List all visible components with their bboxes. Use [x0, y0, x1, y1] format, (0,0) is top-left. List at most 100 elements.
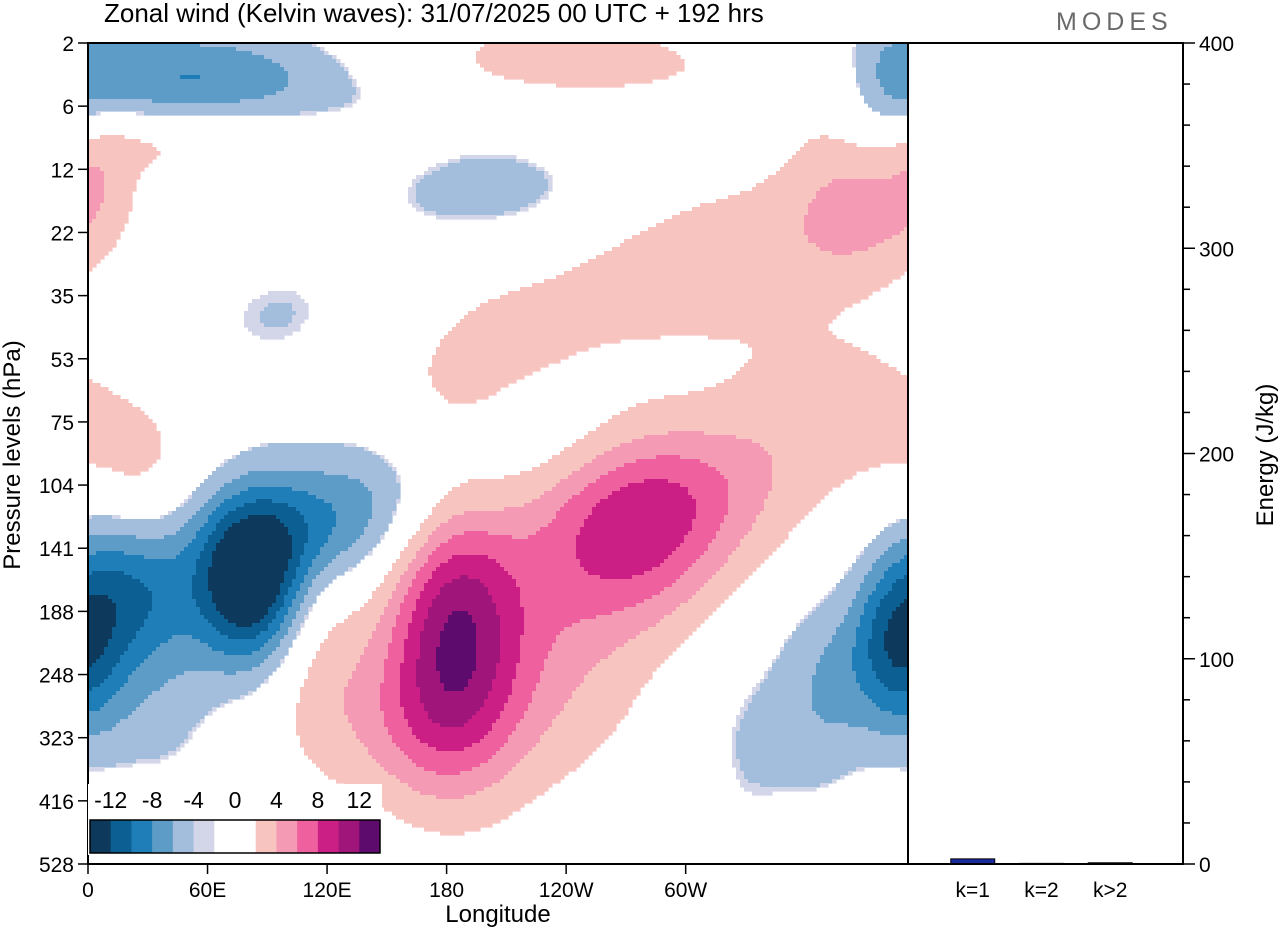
heatmap-cell [836, 243, 841, 248]
heatmap-cell [860, 283, 865, 288]
heatmap-cell [620, 275, 625, 280]
heatmap-cell [276, 71, 281, 76]
heatmap-cell [824, 199, 829, 204]
heatmap-cell [316, 75, 321, 80]
heatmap-cell [640, 247, 645, 252]
heatmap-cell [876, 107, 881, 112]
heatmap-cell [788, 255, 793, 260]
heatmap-cell [656, 75, 661, 80]
heatmap-cell [800, 287, 805, 292]
heatmap-cell [140, 111, 145, 116]
heatmap-cell [788, 163, 793, 168]
heatmap-cell [884, 231, 889, 236]
heatmap-cell [136, 99, 141, 104]
heatmap-cell [716, 243, 721, 248]
heatmap-cell [860, 291, 865, 296]
heatmap-cell [836, 215, 841, 220]
heatmap-cell [784, 279, 789, 284]
heatmap-cell [284, 63, 289, 68]
heatmap-cell [852, 59, 857, 64]
heatmap-cell [804, 175, 809, 180]
heatmap-cell [720, 267, 725, 272]
heatmap-cell [116, 143, 121, 148]
heatmap-cell [900, 215, 905, 220]
heatmap-cell [760, 207, 765, 212]
heatmap-cell [196, 111, 201, 116]
heatmap-cell [724, 223, 729, 228]
heatmap-cell [792, 175, 797, 180]
heatmap-cell [128, 143, 133, 148]
heatmap-cell [640, 291, 645, 296]
heatmap-cell [532, 163, 537, 168]
heatmap-cell [172, 47, 177, 52]
heatmap-cell [176, 55, 181, 60]
heatmap-cell [652, 71, 657, 76]
heatmap-cell [872, 259, 877, 264]
heatmap-cell [864, 223, 869, 228]
heatmap-cell [648, 291, 653, 296]
heatmap-cell [172, 55, 177, 60]
heatmap-cell [744, 223, 749, 228]
heatmap-cell [180, 91, 185, 96]
heatmap-cell [852, 271, 857, 276]
heatmap-cell [588, 287, 593, 292]
heatmap-cell [92, 75, 97, 80]
heatmap-cell [284, 71, 289, 76]
heatmap-cell [612, 47, 617, 52]
heatmap-cell [208, 63, 213, 68]
heatmap-cell [884, 191, 889, 196]
heatmap-cell [752, 247, 757, 252]
heatmap-cell [712, 247, 717, 252]
heatmap-cell [712, 251, 717, 256]
heatmap-cell [728, 215, 733, 220]
heatmap-cell [484, 199, 489, 204]
heatmap-cell [156, 111, 161, 116]
heatmap-cell [544, 171, 549, 176]
heatmap-cell [480, 163, 485, 168]
heatmap-cell [680, 243, 685, 248]
heatmap-cell [648, 275, 653, 280]
heatmap-cell [804, 239, 809, 244]
heatmap-cell [728, 199, 733, 204]
heatmap-cell [804, 271, 809, 276]
heatmap-cell [136, 147, 141, 152]
heatmap-cell [88, 43, 93, 48]
heatmap-cell [516, 291, 521, 296]
heatmap-cell [212, 47, 217, 52]
heatmap-cell [104, 51, 109, 56]
heatmap-cell [196, 83, 201, 88]
heatmap-cell [836, 287, 841, 292]
heatmap-cell [848, 179, 853, 184]
heatmap-cell [332, 83, 337, 88]
heatmap-cell [308, 55, 313, 60]
heatmap-cell [116, 163, 121, 168]
heatmap-cell [648, 267, 653, 272]
heatmap-cell [708, 247, 713, 252]
heatmap-cell [420, 195, 425, 200]
heatmap-cell [116, 59, 121, 64]
heatmap-cell [468, 207, 473, 212]
heatmap-cell [252, 75, 257, 80]
heatmap-cell [96, 215, 101, 220]
heatmap-cell [112, 171, 117, 176]
heatmap-cell [520, 287, 525, 292]
heatmap-cell [496, 171, 501, 176]
heatmap-cell [532, 171, 537, 176]
heatmap-cell [92, 231, 97, 236]
heatmap-cell [480, 207, 485, 212]
heatmap-cell [716, 239, 721, 244]
heatmap-cell [728, 287, 733, 292]
heatmap-cell [248, 111, 253, 116]
heatmap-cell [512, 179, 517, 184]
heatmap-cell [900, 183, 905, 188]
heatmap-cell [808, 139, 813, 144]
heatmap-cell [768, 187, 773, 192]
heatmap-cell [488, 207, 493, 212]
heatmap-cell [892, 63, 897, 68]
heatmap-cell [336, 59, 341, 64]
heatmap-cell [452, 159, 457, 164]
heatmap-cell [780, 199, 785, 204]
heatmap-cell [752, 279, 757, 284]
heatmap-cell [792, 243, 797, 248]
heatmap-cell [220, 79, 225, 84]
